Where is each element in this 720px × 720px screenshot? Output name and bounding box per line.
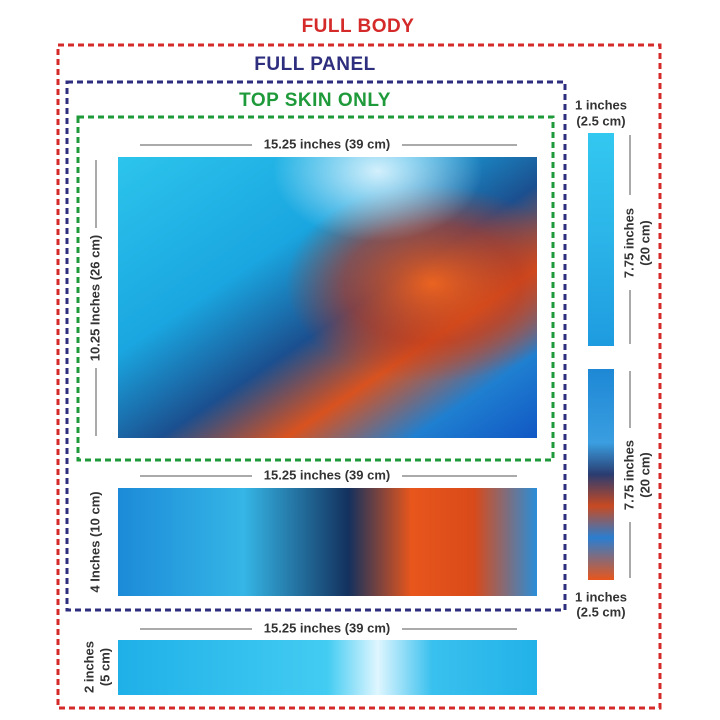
height-label: (20 cm) [637,452,652,498]
width-label: (2.5 cm) [576,604,625,619]
width-label: 1 inches [575,589,627,604]
height-label: 2 inches [81,641,96,693]
width-label: (2.5 cm) [576,113,625,128]
panel-image [118,488,537,596]
panel-image [118,157,537,438]
height-label: 10.25 Inches (26 cm) [87,235,102,361]
panel-image [118,640,537,695]
width-label: 15.25 inches (39 cm) [264,620,390,635]
height-label: 7.75 inches [621,208,636,278]
frame-title: TOP SKIN ONLY [239,90,391,111]
height-label: 4 Inches (10 cm) [87,491,102,592]
strip-image [588,133,614,346]
height-label: (20 cm) [637,220,652,266]
width-label: 15.25 inches (39 cm) [264,136,390,151]
width-label: 1 inches [575,97,627,112]
top-skin-frame [76,115,555,462]
full-body-frame [56,43,662,710]
height-label: 7.75 inches [621,440,636,510]
height-label: (5 cm) [97,648,112,686]
full-panel-frame [65,80,567,612]
frame-title: FULL BODY [302,16,415,37]
frame-title: FULL PANEL [254,54,375,75]
strip-image [588,369,614,580]
width-label: 15.25 inches (39 cm) [264,467,390,482]
